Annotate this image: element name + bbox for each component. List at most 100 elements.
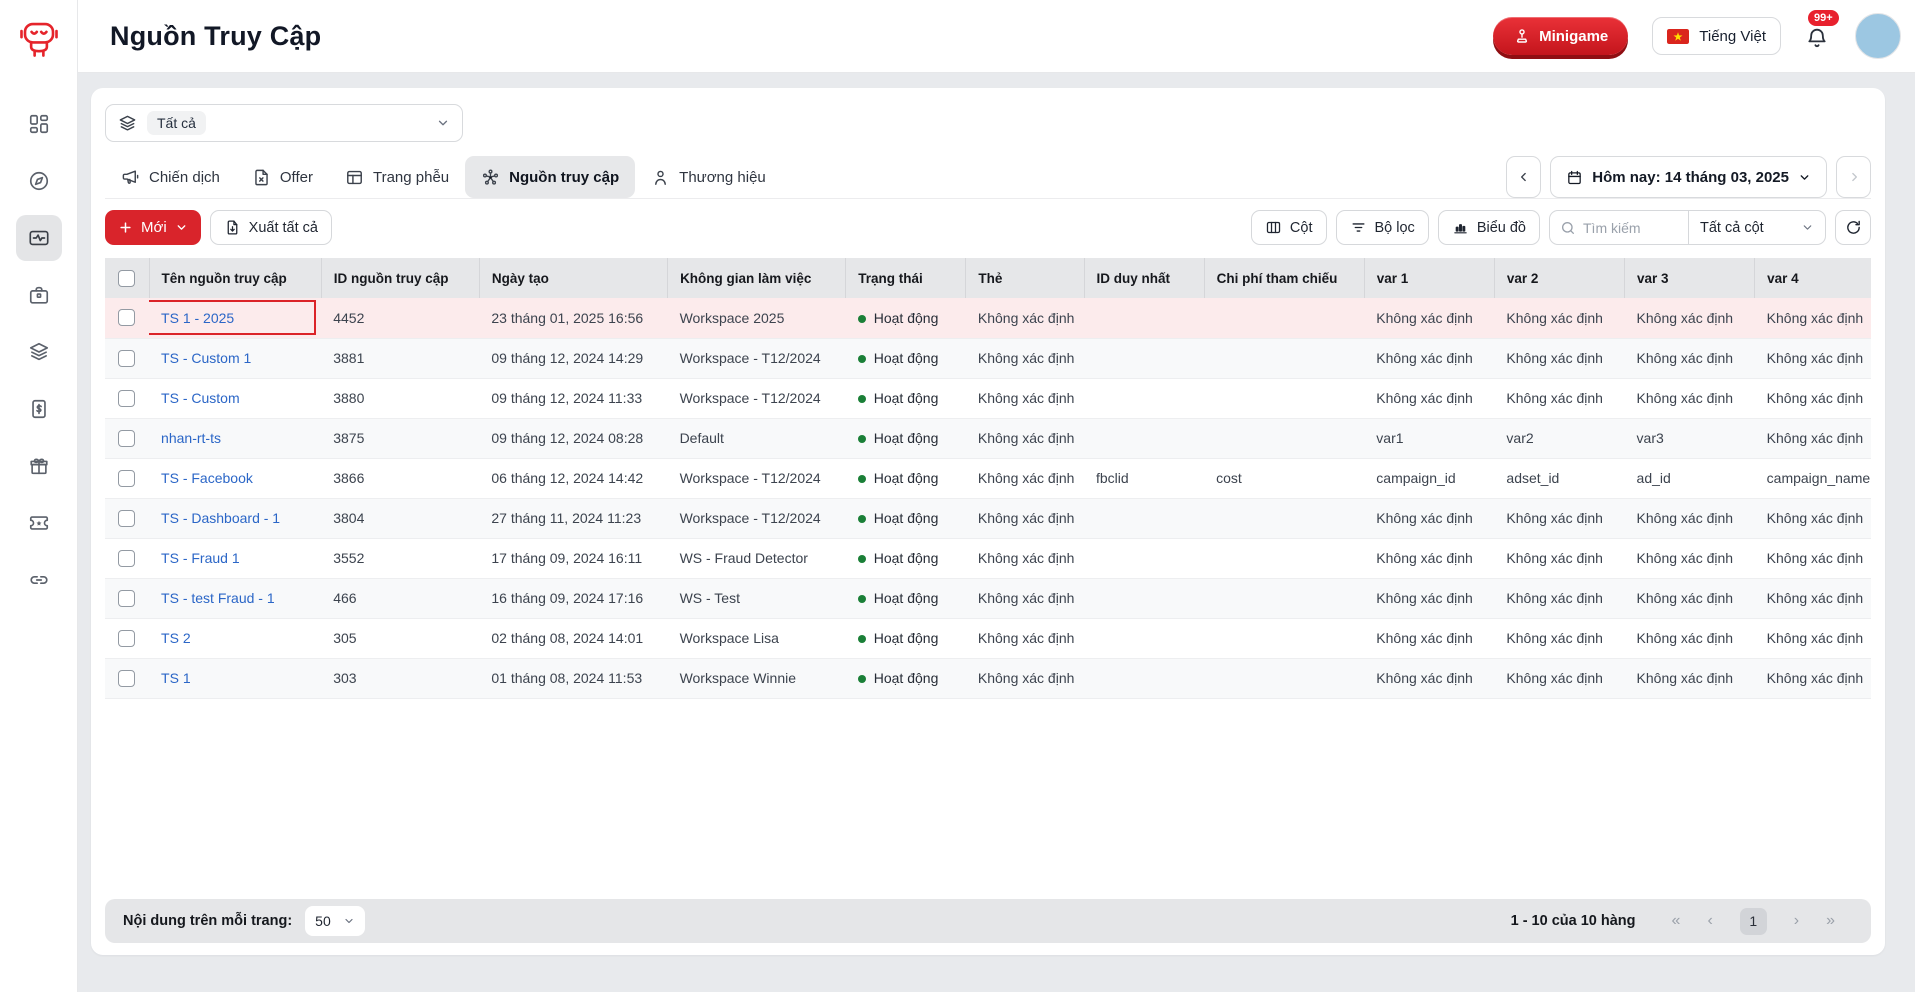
column-header-var4: var 4	[1754, 258, 1871, 298]
row-checkbox[interactable]	[118, 509, 135, 527]
table-row: TS - test Fraud - 1 466 16 tháng 09, 2024 …	[105, 578, 1871, 619]
cell-var4: Không xác định	[1754, 538, 1871, 579]
tab-funnel-pages[interactable]: Trang phễu	[329, 156, 465, 198]
robot-logo[interactable]	[18, 16, 60, 65]
source-name-link[interactable]: TS 2	[161, 630, 191, 646]
source-name-link[interactable]: TS - Fraud 1	[161, 550, 240, 566]
tab-traffic-sources[interactable]: Nguồn truy cập	[465, 156, 636, 198]
minigame-button[interactable]: Minigame	[1493, 17, 1629, 55]
sidebar-item-dashboard[interactable]	[16, 101, 62, 147]
traffic-sources-table-wrap: Tên nguồn truy cập ID nguồn truy cập Ngày …	[105, 258, 1871, 699]
filter-button[interactable]: Bộ lọc	[1335, 210, 1429, 245]
last-page-button[interactable]: »	[1826, 912, 1835, 929]
sidebar-item-links[interactable]	[16, 557, 62, 603]
row-checkbox[interactable]	[118, 629, 135, 647]
table-row: TS - Custom 1 3881 09 tháng 12, 2024 14:29…	[105, 338, 1871, 379]
cell-var1: Không xác định	[1364, 498, 1495, 539]
column-header-id: ID nguồn truy cập	[321, 258, 480, 298]
current-page-button[interactable]: 1	[1739, 907, 1767, 935]
refresh-button[interactable]	[1835, 210, 1871, 245]
tab-campaigns[interactable]: Chiến dịch	[105, 156, 236, 198]
source-name-link[interactable]: TS - Custom 1	[161, 350, 252, 366]
table-row: TS - Fraud 1 3552 17 tháng 09, 2024 16:11 W…	[105, 538, 1871, 579]
date-prev-button[interactable]	[1506, 156, 1542, 198]
cell-tag: Không xác định	[965, 498, 1084, 539]
tabs-row: Chiến dịch Offer Trang phễu	[105, 156, 1871, 199]
prev-page-button[interactable]: ‹	[1707, 912, 1713, 929]
export-all-button[interactable]: Xuất tất cả	[209, 210, 332, 245]
first-page-button[interactable]: «	[1671, 912, 1681, 929]
sidebar-item-invoices[interactable]	[16, 386, 62, 432]
source-name-link[interactable]: TS - Facebook	[161, 470, 253, 486]
search-input[interactable]	[1583, 219, 1678, 236]
cell-status: Hoạt động	[845, 378, 966, 419]
workspace-filter-select[interactable]: Tất cả	[105, 104, 463, 142]
cell-var4: Không xác định	[1754, 418, 1871, 459]
row-checkbox[interactable]	[118, 389, 135, 407]
network-icon	[483, 169, 499, 185]
cell-id: 305	[321, 618, 480, 659]
status-label: Hoạt động	[873, 430, 939, 446]
notifications-button[interactable]: 99+	[1805, 9, 1839, 55]
row-checkbox[interactable]	[118, 549, 135, 567]
compass-icon	[29, 171, 48, 191]
status-label: Hoạt động	[873, 510, 939, 526]
tab-offers[interactable]: Offer	[236, 156, 329, 198]
cell-tag: Không xác định	[965, 458, 1084, 499]
cell-status: Hoạt động	[845, 458, 966, 499]
sidebar-item-tracking[interactable]	[15, 215, 62, 261]
next-page-button[interactable]: ›	[1793, 912, 1800, 929]
cell-created: 17 tháng 09, 2024 16:11	[479, 538, 668, 579]
cell-var1: Không xác định	[1364, 538, 1495, 579]
new-button[interactable]: Mới	[105, 210, 201, 245]
sidebar-item-explore[interactable]	[16, 158, 62, 204]
cell-status: Hoạt động	[845, 498, 966, 539]
select-all-checkbox[interactable]	[118, 269, 135, 287]
cell-var1: Không xác định	[1364, 618, 1495, 659]
sidebar-item-tickets[interactable]	[16, 500, 62, 546]
row-checkbox[interactable]	[118, 429, 135, 447]
cell-var1: Không xác định	[1364, 378, 1495, 419]
row-checkbox[interactable]	[118, 309, 135, 327]
cell-tag: Không xác định	[965, 298, 1084, 339]
sidebar-item-portfolio[interactable]	[16, 272, 62, 318]
traffic-sources-table: Tên nguồn truy cập ID nguồn truy cập Ngày …	[105, 258, 1871, 699]
row-checkbox[interactable]	[118, 669, 135, 687]
sidebar	[0, 0, 78, 992]
columns-button[interactable]: Cột	[1250, 210, 1327, 245]
sidebar-item-rewards[interactable]	[16, 443, 62, 489]
chart-button[interactable]: Biểu đồ	[1437, 210, 1540, 245]
source-name-link[interactable]: TS 1	[161, 670, 191, 686]
row-checkbox[interactable]	[118, 469, 135, 487]
source-name-link[interactable]: TS - Dashboard - 1	[161, 510, 281, 526]
date-next-button[interactable]	[1836, 156, 1871, 198]
status-label: Hoạt động	[873, 550, 939, 566]
source-name-link[interactable]: TS 1 - 2025	[161, 309, 235, 326]
cell-status: Hoạt động	[845, 298, 966, 339]
date-range-button[interactable]: Hôm nay: 14 tháng 03, 2025	[1550, 156, 1827, 198]
cell-created: 27 tháng 11, 2024 11:23	[479, 498, 668, 539]
row-checkbox[interactable]	[118, 589, 135, 607]
cell-unique_id	[1084, 578, 1205, 619]
tab-brands[interactable]: Thương hiệu	[635, 156, 782, 198]
sidebar-item-layers[interactable]	[16, 329, 62, 375]
cell-id: 466	[321, 578, 480, 619]
source-name-link[interactable]: TS - test Fraud - 1	[161, 590, 275, 606]
user-avatar[interactable]	[1855, 13, 1901, 59]
plus-icon	[120, 222, 131, 233]
status-label: Hoạt động	[873, 670, 939, 686]
source-name-link[interactable]: nhan-rt-ts	[161, 430, 221, 446]
search-icon	[1562, 221, 1574, 234]
cell-status: Hoạt động	[845, 658, 966, 699]
language-button[interactable]: Tiếng Việt	[1652, 17, 1781, 55]
cell-workspace: Workspace - T12/2024	[667, 338, 846, 379]
cell-status: Hoạt động	[845, 578, 966, 619]
row-checkbox[interactable]	[118, 349, 135, 367]
toolbar: Mới Xuất tất cả	[105, 210, 1871, 245]
source-name-link[interactable]: TS - Custom	[161, 390, 240, 406]
export-file-icon	[227, 220, 238, 235]
per-page-select[interactable]: 50	[305, 906, 365, 936]
cell-var3: Không xác định	[1624, 338, 1755, 379]
columns-scope-select[interactable]: Tất cả cột	[1688, 211, 1825, 244]
cell-var2: Không xác định	[1494, 538, 1625, 579]
